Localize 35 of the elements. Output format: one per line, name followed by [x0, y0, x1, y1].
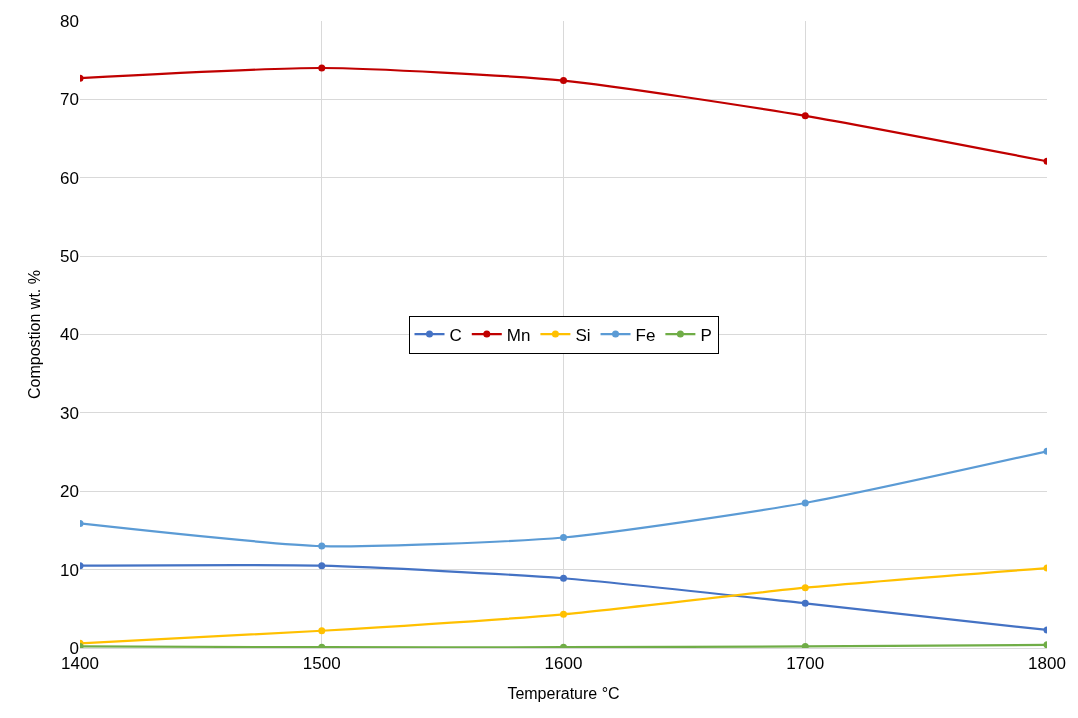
- point: [318, 562, 326, 570]
- point: [801, 584, 809, 592]
- point: [560, 610, 567, 618]
- y-tick-label: 70: [60, 90, 79, 110]
- line-series: [80, 564, 1047, 647]
- point: [318, 542, 326, 550]
- x-tick-label: 1800: [1028, 654, 1066, 674]
- legend-label: C: [449, 325, 462, 345]
- legend-label: Fe: [635, 325, 656, 345]
- y-tick-label: 60: [60, 168, 79, 188]
- y-tick-label: 50: [60, 247, 79, 267]
- point: [801, 599, 809, 607]
- y-tick-label: 80: [60, 11, 79, 31]
- x-tick-label: 1500: [302, 654, 341, 674]
- point: [801, 499, 809, 507]
- y-axis-title: Compostion wt. %: [25, 270, 43, 399]
- point: [801, 112, 809, 120]
- x-tick-label: 1700: [786, 654, 825, 674]
- y-tick-label: 40: [60, 325, 79, 345]
- y-tick-label: 20: [60, 482, 79, 502]
- legend-label: Mn: [506, 325, 531, 345]
- point: [560, 574, 567, 582]
- point: [560, 77, 567, 85]
- line-series: [80, 562, 1047, 634]
- x-tick-label: 1600: [544, 654, 583, 674]
- x-axis-title: Temperature °C: [507, 685, 620, 703]
- point: [560, 533, 567, 541]
- y-tick-label: 10: [60, 560, 79, 580]
- y-tick-label: 30: [60, 403, 79, 423]
- legend-label: Si: [575, 325, 591, 345]
- point: [318, 64, 326, 72]
- point: [801, 642, 809, 648]
- legend-label: P: [700, 325, 712, 345]
- line-series: [80, 64, 1047, 165]
- point: [318, 627, 326, 635]
